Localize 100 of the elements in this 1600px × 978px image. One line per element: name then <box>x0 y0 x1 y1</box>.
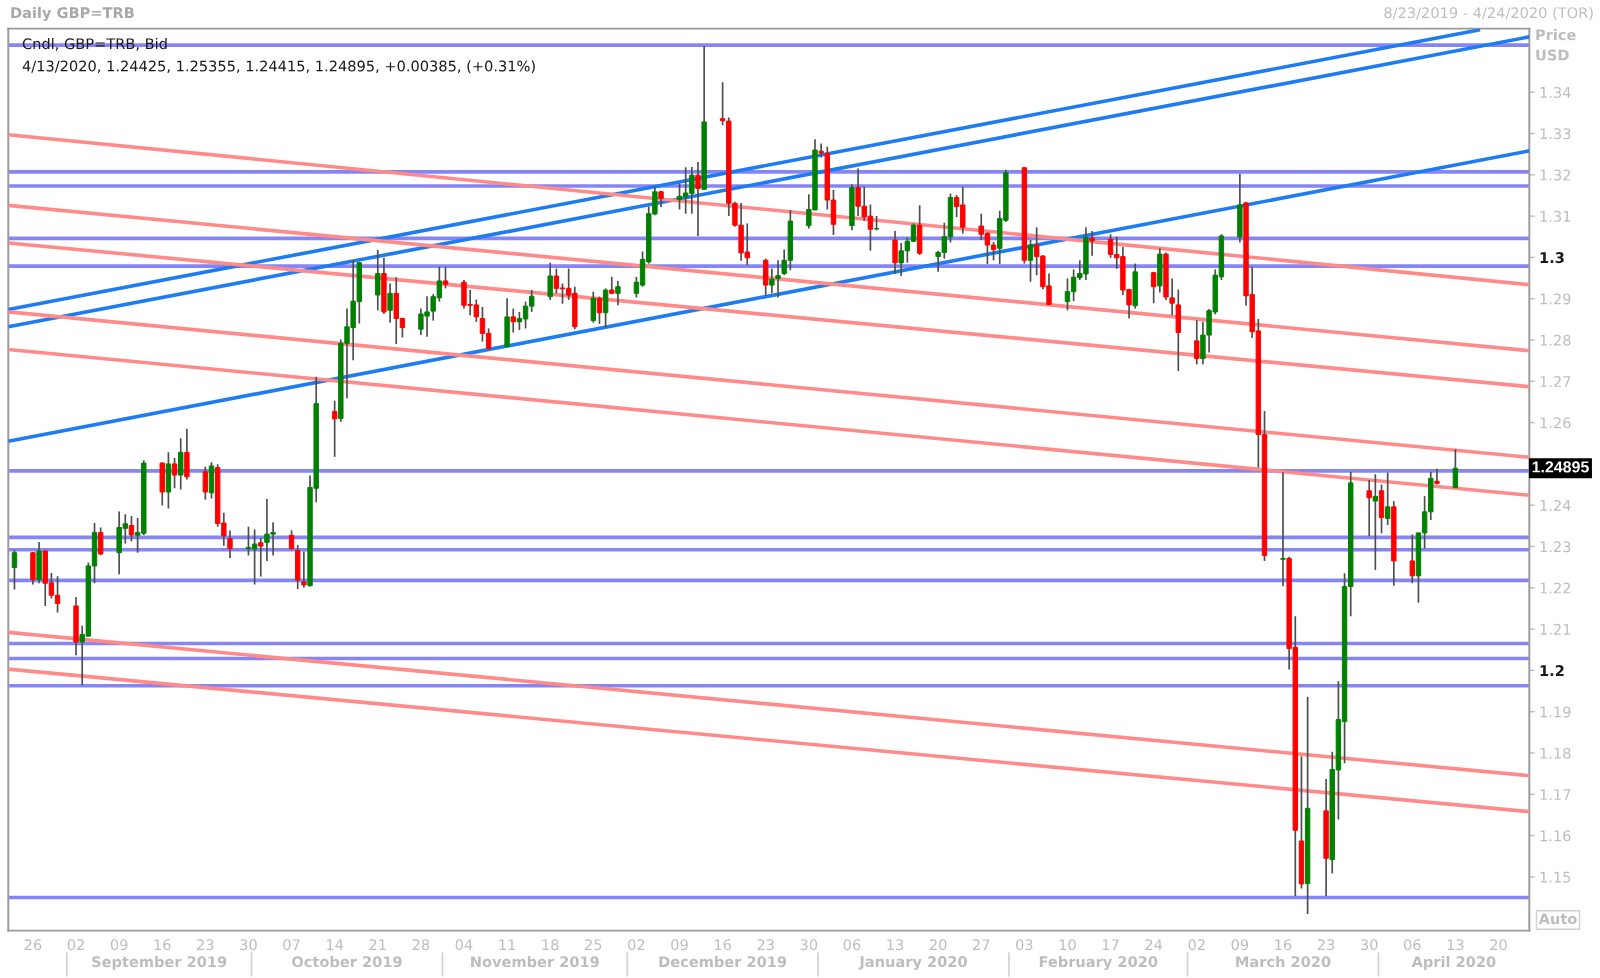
text: February 2020 <box>1039 955 1158 971</box>
candlestick <box>892 230 898 275</box>
candlestick <box>128 515 135 542</box>
x-tick-label: 02 <box>67 939 84 951</box>
candlestick <box>775 259 781 299</box>
x-tick-label: 30 <box>240 939 257 951</box>
candlestick <box>1372 473 1379 571</box>
y-tick-label: 1.22 <box>1540 582 1571 594</box>
text: January 2020 <box>858 956 967 971</box>
x-tick-label: 13 <box>887 939 904 951</box>
x-tick-label: 02 <box>1188 939 1205 951</box>
candlestick <box>331 399 338 458</box>
x-tick-label: 16 <box>714 939 731 951</box>
y-tick-label: 1.15 <box>1540 871 1571 883</box>
x-tick-label: 09 <box>1231 939 1249 951</box>
candlestick <box>615 280 621 307</box>
y-tick-label: 1.24 <box>1540 499 1571 511</box>
candlestick <box>1027 239 1034 283</box>
x-tick-label: 09 <box>110 939 128 951</box>
y-tick-label: 1.17 <box>1540 789 1571 800</box>
x-tick-label: 30 <box>800 939 818 951</box>
y-tick-label: 1.33 <box>1540 128 1571 140</box>
x-tick-label: 11 <box>499 939 516 951</box>
candlestick <box>171 457 178 490</box>
x-tick-label: 25 <box>585 939 602 951</box>
candlestick <box>202 465 209 501</box>
y-tick-label: 1.2 <box>1540 665 1564 676</box>
y-axis-title: Price USD <box>1536 29 1576 61</box>
candlestick <box>442 266 449 290</box>
candlestick <box>547 261 553 301</box>
x-tick-label: 09 <box>671 939 688 951</box>
y-tick-label: 1.16 <box>1540 830 1571 842</box>
y-tick-label: 1.28 <box>1540 334 1571 346</box>
x-tick-label: 26 <box>24 939 42 951</box>
candlestick <box>1366 479 1372 538</box>
candlestick <box>288 529 295 551</box>
candlestick <box>178 437 184 491</box>
x-tick-label: 24 <box>1145 939 1163 951</box>
candlestick <box>375 249 381 312</box>
candlestick <box>1150 271 1157 305</box>
x-tick-label: 21 <box>369 939 386 951</box>
text: December 2019 <box>659 955 787 968</box>
candlestick <box>301 550 307 589</box>
x-tick-label: 23 <box>757 939 774 951</box>
x-tick-label: 16 <box>154 939 171 951</box>
candlestick <box>1280 471 1286 587</box>
y-tick-label: 1.23 <box>1540 541 1571 553</box>
chart-subtitle: 8/23/2019 - 4/24/2020 (TOR) <box>1384 6 1593 20</box>
candlestick <box>11 549 18 591</box>
candlestick <box>769 267 775 295</box>
candlestick <box>695 161 701 237</box>
x-tick-label: 23 <box>197 939 214 951</box>
y-tick-label: 1.32 <box>1540 169 1571 181</box>
y-tick-label: 1.31 <box>1540 210 1571 222</box>
candlestick <box>258 537 264 578</box>
x-tick-label: 06 <box>843 939 861 951</box>
y-tick-label: 1.26 <box>1540 417 1571 429</box>
candlestick <box>602 287 609 329</box>
candlestick <box>387 282 393 324</box>
x-tick-label: 30 <box>1361 939 1378 951</box>
annotation: 4/13/2020, 1.24425, 1.25355, 1.24415, 1.24895, +0.00385, (+0.31%) <box>22 60 535 74</box>
y-tick-label: 1.29 <box>1540 293 1571 305</box>
x-tick-label: 10 <box>1059 939 1076 951</box>
x-tick-label: 13 <box>1447 939 1464 951</box>
y-tick-label: 1.18 <box>1540 747 1571 759</box>
text: March 2020 <box>1236 955 1331 968</box>
x-tick-label: 23 <box>1317 939 1335 951</box>
x-tick-label: 28 <box>412 939 430 951</box>
candlestick <box>227 529 233 559</box>
text: 1.24895 <box>1532 461 1589 473</box>
candlestick <box>510 307 516 334</box>
text: November 2019 <box>471 955 599 968</box>
text: September 2019 <box>92 955 227 971</box>
x-tick-label: 17 <box>1102 939 1119 951</box>
candlestick <box>596 295 603 325</box>
chart-title: Daily GBP=TRB <box>11 6 134 22</box>
candlestick <box>1409 533 1416 585</box>
x-tick-label: 14 <box>326 939 344 951</box>
y-tick-label: 1.19 <box>1540 706 1571 718</box>
x-tick-label: 07 <box>283 939 300 951</box>
candlestick <box>97 526 104 557</box>
candlestick <box>1434 468 1440 486</box>
x-tick-label: 04 <box>455 939 473 951</box>
x-tick-label: 03 <box>1016 939 1033 951</box>
x-tick-label: 02 <box>628 939 645 951</box>
candlestick <box>1452 448 1459 489</box>
candlestick <box>590 290 597 324</box>
candlestick <box>1384 471 1391 526</box>
y-tick-label: 1.21 <box>1540 623 1571 635</box>
x-tick-label: 06 <box>1403 939 1421 951</box>
x-tick-label: 20 <box>929 939 947 951</box>
x-tick-label: 20 <box>1490 939 1507 951</box>
text: Auto <box>1538 913 1577 925</box>
candlestick <box>1089 230 1095 257</box>
text: April 2020 <box>1411 955 1496 971</box>
annotation: Cndl, GBP=TRB, Bid <box>22 37 167 51</box>
x-tick-label: 18 <box>542 939 559 951</box>
y-tick-label: 1.34 <box>1540 86 1571 98</box>
x-tick-label: 16 <box>1275 939 1292 951</box>
x-tick-label: 27 <box>973 939 990 951</box>
